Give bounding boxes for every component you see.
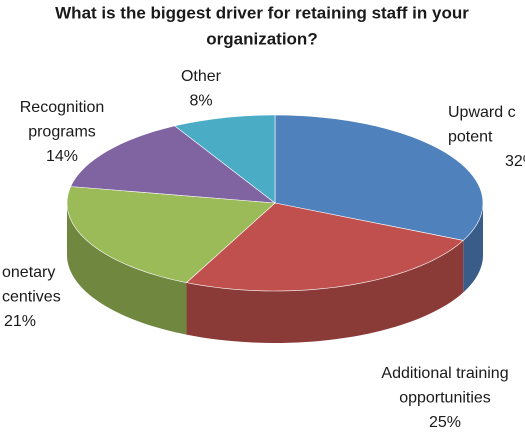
- value-label: 32%: [505, 153, 525, 170]
- slice-label: Additional training: [381, 365, 508, 382]
- slice-label: onetary: [2, 264, 55, 281]
- slice-label: Other: [181, 68, 222, 85]
- pie-slice-side: [186, 240, 464, 343]
- value-label: 21%: [4, 313, 36, 330]
- slice-label: opportunities: [399, 390, 491, 407]
- pie-slice: [274, 114, 484, 241]
- value-label: 14%: [46, 148, 78, 165]
- slice-label: Upward c: [448, 104, 516, 121]
- slice-label: programs: [28, 124, 96, 141]
- value-label: 25%: [429, 414, 461, 431]
- pie-slice-side: [463, 203, 483, 293]
- slice-label: Recognition: [20, 99, 105, 116]
- slice-label: potent: [448, 129, 493, 146]
- pie-slice: [174, 114, 276, 204]
- pie-slice: [70, 125, 276, 204]
- pie-slice-side: [67, 203, 187, 335]
- pie-slice: [66, 186, 276, 283]
- chart-title: organization?: [206, 29, 317, 48]
- pie-slice: [185, 202, 464, 292]
- value-label: 8%: [189, 93, 212, 110]
- chart-title: What is the biggest driver for retaining…: [55, 3, 469, 22]
- slice-label: centives: [2, 289, 61, 306]
